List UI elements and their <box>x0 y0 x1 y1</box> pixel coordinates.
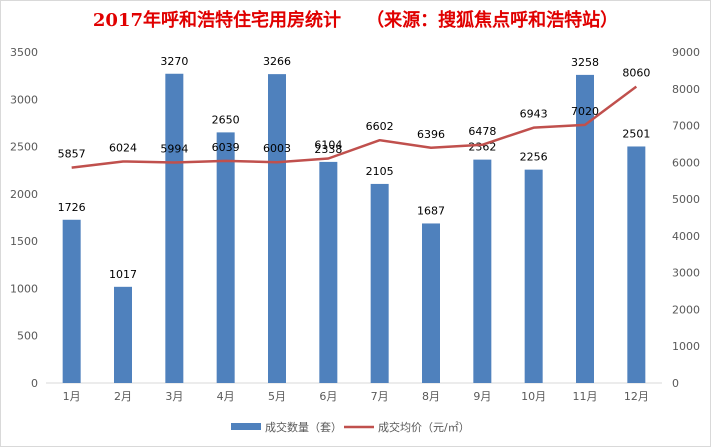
bar-data-label: 2105 <box>366 165 394 178</box>
line-data-label: 6943 <box>520 108 548 121</box>
line-data-label: 6396 <box>417 128 445 141</box>
bar-data-label: 3270 <box>160 55 188 68</box>
y-right-tick-label: 9000 <box>672 46 700 59</box>
y-left-tick-label: 500 <box>17 330 38 343</box>
legend-bar-swatch <box>231 423 261 430</box>
y-right-tick-label: 3000 <box>672 267 700 280</box>
y-left-tick-label: 0 <box>31 377 38 390</box>
bar <box>319 161 338 383</box>
y-right-tick-label: 2000 <box>672 303 700 316</box>
x-tick-label: 1月 <box>63 390 81 403</box>
line-data-label: 8060 <box>622 67 650 80</box>
bar-data-label: 3266 <box>263 55 291 68</box>
y-right-tick-label: 8000 <box>672 83 700 96</box>
line-data-label: 5857 <box>58 148 86 161</box>
y-right-tick-label: 6000 <box>672 156 700 169</box>
bar <box>165 73 184 383</box>
x-tick-label: 11月 <box>573 390 598 403</box>
x-tick-label: 12月 <box>624 390 649 403</box>
y-left-tick-label: 3500 <box>10 46 38 59</box>
y-right-tick-label: 7000 <box>672 120 700 133</box>
y-left-tick-label: 1000 <box>10 282 38 295</box>
bar-data-label: 3258 <box>571 56 599 69</box>
line-data-label: 6478 <box>468 125 496 138</box>
line-data-label: 6039 <box>212 141 240 154</box>
line-data-label: 6104 <box>314 139 342 152</box>
line-data-label: 6602 <box>366 120 394 133</box>
bar-data-label: 1017 <box>109 268 137 281</box>
x-tick-label: 3月 <box>165 390 183 403</box>
y-left-tick-label: 2000 <box>10 188 38 201</box>
bar-data-label: 2338 <box>314 143 342 156</box>
bar <box>268 74 286 384</box>
line-data-label: 6003 <box>263 142 291 155</box>
y-left-tick-label: 3000 <box>10 93 38 106</box>
bar-data-label: 2362 <box>468 141 496 154</box>
bar <box>576 74 594 383</box>
y-right-tick-label: 0 <box>672 377 679 390</box>
bar-data-label: 1687 <box>417 204 445 217</box>
line-series <box>71 85 638 169</box>
x-tick-label: 8月 <box>422 390 440 403</box>
line-data-label: 6024 <box>109 141 137 154</box>
y-left-tick-label: 1500 <box>10 235 38 248</box>
x-tick-label: 10月 <box>521 390 546 403</box>
bar <box>114 286 132 383</box>
y-left-tick-label: 2500 <box>10 141 38 154</box>
bar <box>216 132 235 383</box>
legend-line-label: 成交均价（元/㎡） <box>378 420 470 434</box>
bar <box>473 159 492 383</box>
x-tick-label: 7月 <box>371 390 389 403</box>
bar <box>524 169 543 383</box>
bar-data-label: 2650 <box>212 113 240 126</box>
line-data-label: 5994 <box>160 143 188 156</box>
x-tick-label: 9月 <box>473 390 491 403</box>
bar <box>627 146 646 383</box>
y-right-tick-label: 4000 <box>672 230 700 243</box>
x-tick-label: 6月 <box>319 390 337 403</box>
y-right-tick-label: 1000 <box>672 340 700 353</box>
y-right-tick-label: 5000 <box>672 193 700 206</box>
bar-data-label: 2501 <box>622 127 650 140</box>
x-tick-label: 4月 <box>217 390 235 403</box>
x-tick-label: 5月 <box>268 390 286 403</box>
bar <box>370 183 389 383</box>
chart-title: 2017年呼和浩特住宅用房统计 （来源：搜狐焦点呼和浩特站） <box>92 10 619 31</box>
legend-bar-label: 成交数量（套） <box>265 420 342 434</box>
line-data-label: 7020 <box>571 105 599 118</box>
bar-data-label: 1726 <box>58 201 86 214</box>
bar <box>62 219 81 383</box>
bar-data-label: 2256 <box>520 151 548 164</box>
bar <box>422 223 440 383</box>
x-tick-label: 2月 <box>114 390 132 403</box>
